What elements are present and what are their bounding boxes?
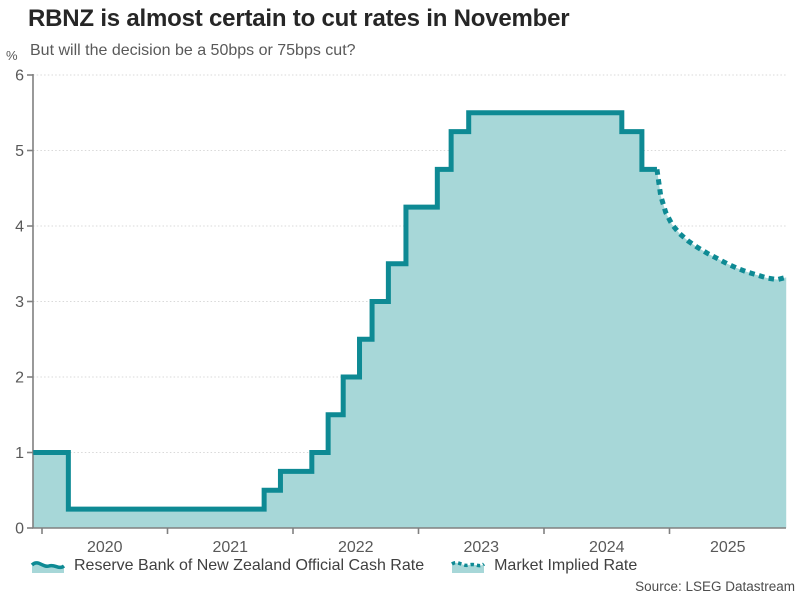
y-tick-label-4: 4	[15, 219, 24, 236]
x-tick-label-2025: 2025	[710, 539, 746, 556]
y-tick-label-3: 3	[15, 294, 24, 311]
x-tick-label-2024: 2024	[589, 539, 625, 556]
official-cash-rate-line	[33, 110, 657, 512]
y-tick-label-0: 0	[15, 521, 24, 538]
dotted-line-legend-icon	[451, 561, 486, 573]
chart-title: RBNZ is almost certain to cut rates in N…	[28, 5, 570, 32]
market-implied-rate-line	[654, 169, 787, 283]
source-credit: Source: LSEG Datastream	[635, 579, 795, 594]
x-tick-label-2023: 2023	[463, 539, 499, 556]
chart-subtitle: But will the decision be a 50bps or 75bp…	[30, 42, 356, 59]
y-tick-label-6: 6	[15, 68, 24, 85]
x-tick-label-2022: 2022	[338, 539, 374, 556]
solid-line-legend-icon	[30, 561, 66, 573]
y-tick-label-1: 1	[15, 445, 24, 462]
legend-label-market-implied-rate: Market Implied Rate	[494, 557, 638, 574]
legend-label-official-cash-rate: Reserve Bank of New Zealand Official Cas…	[74, 557, 425, 574]
x-tick-label-2021: 2021	[212, 539, 248, 556]
legend-item-official-cash-rate: Reserve Bank of New Zealand Official Cas…	[30, 556, 424, 576]
x-tick-label-2020: 2020	[87, 539, 123, 556]
rate-area-fill	[33, 112, 787, 528]
y-tick-label-5: 5	[15, 143, 24, 160]
legend: Reserve Bank of New Zealand Official Cas…	[30, 556, 637, 576]
legend-item-market-implied-rate: Market Implied Rate	[450, 556, 637, 576]
y-axis-unit-label: %	[6, 48, 18, 63]
y-tick-label-2: 2	[15, 370, 24, 387]
